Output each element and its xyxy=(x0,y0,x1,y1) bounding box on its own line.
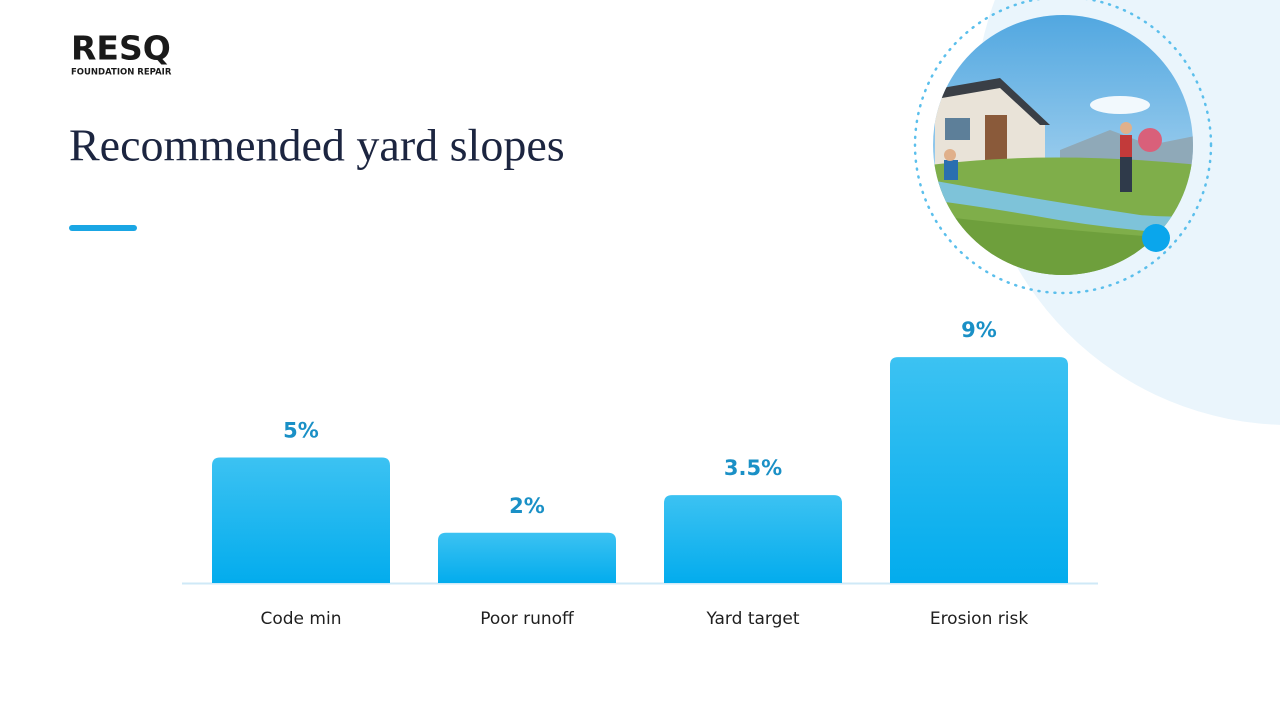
bar xyxy=(890,357,1068,583)
chart-title: Recommended yard slopes xyxy=(69,120,565,171)
accent-dot xyxy=(1142,224,1170,252)
x-tick-label: Poor runoff xyxy=(480,609,575,629)
x-tick-label: Erosion risk xyxy=(930,609,1028,629)
title-accent xyxy=(69,225,137,231)
logo-name: RESQ xyxy=(71,29,171,68)
x-tick-label: Code min xyxy=(261,609,342,629)
value-label: 3.5% xyxy=(724,456,782,480)
bar xyxy=(212,457,390,583)
value-label: 5% xyxy=(283,419,319,443)
bar xyxy=(664,495,842,583)
logo-tagline: FOUNDATION REPAIR xyxy=(71,68,172,78)
value-label: 9% xyxy=(961,318,997,342)
bar xyxy=(438,532,616,583)
x-tick-label: Yard target xyxy=(705,609,799,629)
dotted-ring xyxy=(913,0,1213,295)
value-label: 2% xyxy=(509,494,545,518)
